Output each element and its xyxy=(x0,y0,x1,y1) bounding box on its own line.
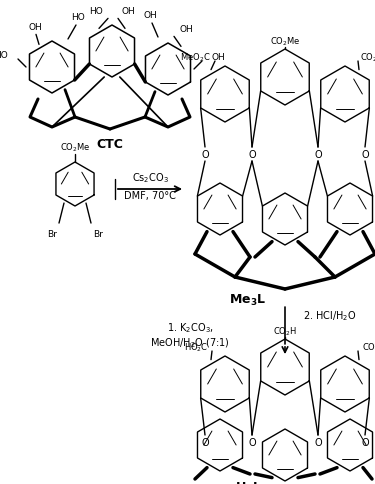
Text: OH: OH xyxy=(122,7,136,16)
Text: O: O xyxy=(361,437,369,447)
Text: Br: Br xyxy=(47,229,57,238)
Text: O: O xyxy=(248,437,256,447)
Text: DMF, 70°C: DMF, 70°C xyxy=(124,191,176,200)
Text: MeOH/H$_2$O (7:1): MeOH/H$_2$O (7:1) xyxy=(150,335,230,349)
Text: O: O xyxy=(201,437,209,447)
Text: $\mathbf{Me_3L}$: $\mathbf{Me_3L}$ xyxy=(230,292,267,307)
Text: HO$_2$C: HO$_2$C xyxy=(184,341,208,353)
Text: HO: HO xyxy=(0,51,8,60)
Text: CO$_2$Me: CO$_2$Me xyxy=(360,52,375,64)
Text: OH: OH xyxy=(180,25,194,34)
Text: Br: Br xyxy=(93,229,103,238)
Text: O: O xyxy=(248,150,256,160)
Text: O: O xyxy=(314,437,322,447)
Text: HO: HO xyxy=(89,7,103,16)
Text: MeO$_2$C: MeO$_2$C xyxy=(180,52,210,64)
Text: CO$_2$Me: CO$_2$Me xyxy=(270,36,300,48)
Text: 1. K$_2$CO$_3$,: 1. K$_2$CO$_3$, xyxy=(166,320,213,334)
Text: OH: OH xyxy=(143,12,157,20)
Text: O: O xyxy=(201,150,209,160)
Text: HO: HO xyxy=(71,14,85,22)
Text: $\mathbf{H_3L}$: $\mathbf{H_3L}$ xyxy=(235,480,261,484)
Text: OH: OH xyxy=(28,23,42,32)
Text: 2. HCl/H$_2$O: 2. HCl/H$_2$O xyxy=(303,308,357,322)
Text: CO$_2$H: CO$_2$H xyxy=(362,341,375,353)
Text: OH: OH xyxy=(212,53,226,62)
Text: CO$_2$H: CO$_2$H xyxy=(273,325,297,337)
Text: Cs$_2$CO$_3$: Cs$_2$CO$_3$ xyxy=(132,171,168,184)
Text: O: O xyxy=(361,150,369,160)
Text: CO$_2$Me: CO$_2$Me xyxy=(60,141,90,154)
Text: CTC: CTC xyxy=(97,138,123,151)
Text: O: O xyxy=(314,150,322,160)
